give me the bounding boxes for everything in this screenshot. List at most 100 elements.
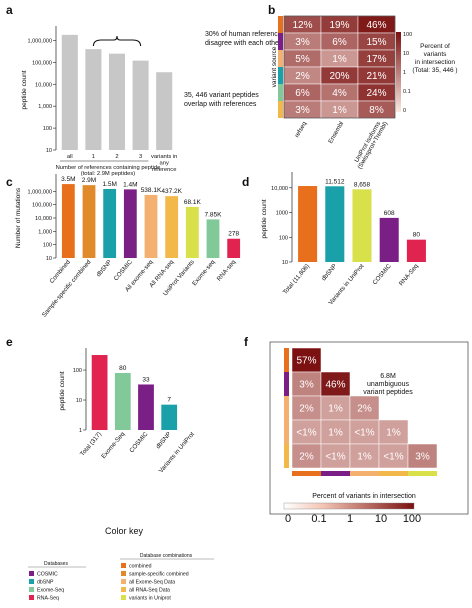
x-tick-label-c: COSMIC: [113, 258, 135, 282]
bar-c: [82, 185, 96, 258]
x-tick-label-a: 2: [115, 154, 118, 160]
cell-label-b: 6%: [295, 88, 310, 99]
col-color-strip-f: [379, 471, 408, 476]
cell-label-f: <1%: [325, 452, 345, 463]
bar-c: [123, 189, 137, 258]
y-tick-label-c: 1,000,000: [28, 189, 52, 195]
color-key-swatch: [29, 571, 34, 576]
bar-d: [352, 189, 372, 262]
heatmap-cell-f: [320, 395, 351, 421]
cell-label-f: 3%: [299, 380, 314, 391]
color-key-swatch: [29, 587, 34, 592]
color-key-title: Color key: [105, 526, 144, 536]
y-axis-title-b: variant source: [271, 46, 278, 87]
cell-label-f: 2%: [299, 404, 314, 415]
color-scale-tick-b: 10: [403, 51, 409, 57]
x-tick-label-e: dbSNP: [155, 431, 173, 451]
x-tick-label-e: COSMIC: [128, 430, 150, 454]
y-tick-label-c: 10,000: [35, 216, 52, 222]
color-key-label: all Exome-Seq Data: [129, 580, 175, 586]
y-tick-label-c: 10: [46, 256, 52, 262]
color-key-db-heading: Databases: [44, 561, 68, 567]
data-label-e: 80: [119, 365, 127, 372]
cell-label-f: <1%: [354, 428, 374, 439]
cell-label-b: 8%: [369, 105, 384, 116]
cell-label-b: 19%: [329, 20, 349, 31]
data-label-d: 8,658: [354, 181, 371, 188]
color-key-swatch: [29, 595, 34, 600]
row-color-strip-b: [278, 84, 283, 101]
annotation-f: 6.8M: [380, 373, 396, 380]
x-tick-label-d: COSMIC: [371, 262, 393, 286]
color-key-label: RNA-Seq: [37, 596, 59, 602]
y-axis-title-d: peptide count: [261, 199, 268, 238]
y-tick-label-e: 100: [73, 368, 82, 374]
bar-d: [298, 186, 318, 262]
y-tick-label-c: 100: [43, 243, 52, 249]
x-tick-label-e: Exome-Seq: [100, 430, 127, 460]
y-tick-label-c: 100,000: [32, 203, 52, 209]
bar-d: [325, 186, 345, 262]
cell-label-b: 1%: [332, 54, 347, 65]
cell-label-f: 2%: [299, 452, 314, 463]
y-tick-label-e: 10: [76, 398, 82, 404]
heatmap-cell-f: [349, 443, 380, 469]
bar-a: [156, 72, 173, 150]
cell-label-b: 4%: [332, 88, 347, 99]
data-label-e: 7: [167, 397, 171, 404]
heatmap-cell-f: [320, 419, 351, 445]
cell-label-b: 12%: [292, 20, 312, 31]
heatmap-cell-f: [349, 395, 380, 421]
col-color-strip-f: [292, 471, 321, 476]
row-color-strip-b: [278, 67, 283, 84]
panel-label-d: d: [242, 175, 249, 189]
cell-label-b: 5%: [295, 54, 310, 65]
bar-c: [227, 238, 241, 258]
y-axis-title-c: Number of mutations: [15, 187, 22, 248]
bar-c: [206, 219, 220, 258]
x-tick-label-a: any: [160, 161, 169, 167]
color-scale-title-b: (Total: 35, 446 ): [412, 67, 457, 74]
color-key-swatch: [121, 595, 126, 600]
cell-label-f: 1%: [328, 404, 343, 415]
color-key-swatch: [121, 587, 126, 592]
heatmap-cell-f: [407, 443, 438, 469]
col-color-strip-f: [350, 471, 379, 476]
bar-c: [144, 194, 158, 258]
data-label-c: 1.5M: [102, 181, 116, 188]
y-tick-label-d: 10: [282, 260, 288, 266]
heatmap-cell-f: [291, 347, 322, 373]
bar-c: [103, 188, 117, 258]
y-tick-label-a: 1,000: [38, 104, 52, 110]
color-scale-tick-b: 0: [403, 108, 406, 114]
color-key-label: all RNA-Seq Data: [129, 588, 170, 594]
color-key-swatch: [121, 571, 126, 576]
color-key-label: variants in Uniprot: [129, 596, 171, 602]
color-key-combo-heading: Database combinations: [140, 553, 193, 559]
bar-e: [91, 355, 108, 430]
x-tick-label-c: RNA-seq: [216, 258, 238, 282]
y-tick-label-e: 1: [79, 428, 82, 434]
color-scale-tick-b: 100: [403, 32, 412, 38]
cell-label-f: 3%: [415, 452, 430, 463]
bar-e: [138, 384, 154, 430]
cell-label-f: 2%: [357, 404, 372, 415]
cell-label-b: 2%: [295, 71, 310, 82]
color-scale-title-f: Percent of variants in intersection: [312, 493, 416, 500]
color-key-swatch: [121, 563, 126, 568]
data-label-d: 80: [413, 232, 421, 239]
data-label-c: 3.5M: [61, 176, 75, 183]
data-label-d: 608: [384, 210, 395, 217]
cell-label-b: 6%: [332, 37, 347, 48]
heatmap-cell-f: [291, 371, 322, 397]
cell-label-b: 20%: [329, 71, 349, 82]
bar-a: [132, 60, 149, 150]
color-key-label: sample-specific combined: [129, 572, 189, 578]
cell-label-b: 46%: [366, 20, 386, 31]
y-tick-label-a: 100,000: [32, 60, 52, 66]
annotation-f: unambiguous: [367, 381, 410, 388]
row-color-strip-f: [284, 372, 289, 396]
color-scale-tick-f: 10: [375, 513, 387, 525]
bar-d: [406, 239, 426, 262]
x-tick-label-a: 3: [139, 154, 142, 160]
